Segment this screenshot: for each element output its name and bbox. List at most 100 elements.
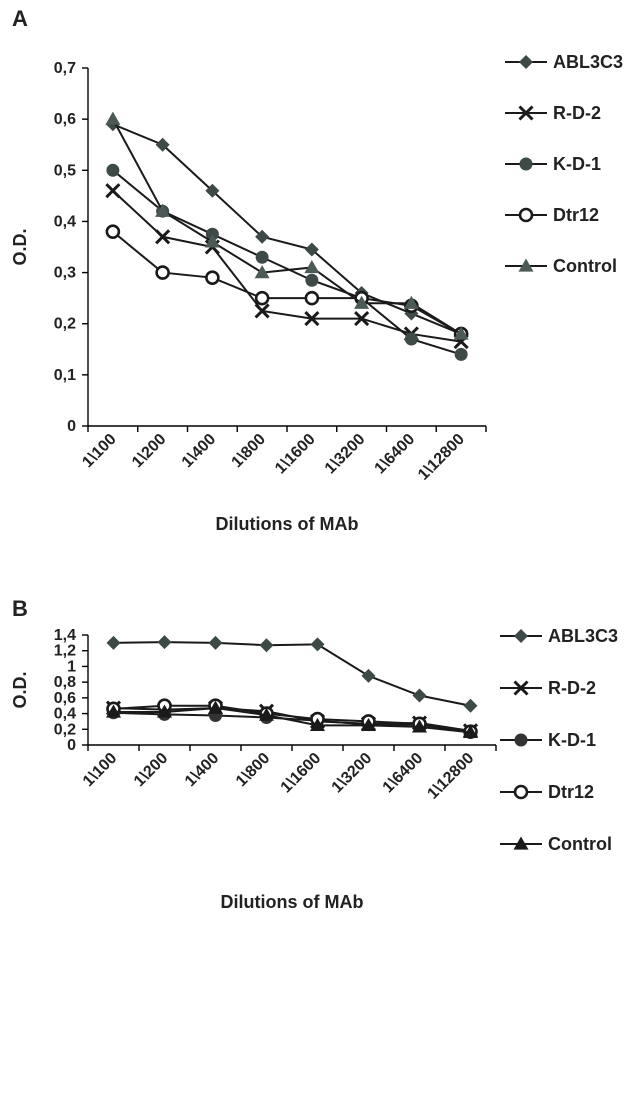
series-line <box>113 707 471 734</box>
y-tick-label: 0,2 <box>54 721 76 738</box>
data-point <box>204 234 220 248</box>
legend-item: Control <box>505 256 617 276</box>
y-tick-label: 0,3 <box>54 265 76 282</box>
data-point <box>361 717 376 731</box>
data-point <box>105 111 121 125</box>
data-point <box>254 290 270 306</box>
y-tick-label: 0,5 <box>54 162 76 179</box>
legend-item: ABL3C3 <box>505 52 623 72</box>
x-tick-label: 1\200 <box>129 431 169 471</box>
data-point <box>155 137 170 152</box>
y-tick-label: 0,7 <box>54 60 76 77</box>
data-point <box>463 698 478 713</box>
legend-marker <box>518 105 534 121</box>
y-tick-label: 0,4 <box>54 706 76 723</box>
x-tick-label: 1\3200 <box>322 431 369 478</box>
data-point <box>454 347 468 361</box>
data-point <box>155 229 171 245</box>
series-line <box>113 704 471 733</box>
data-point <box>304 242 319 257</box>
data-point <box>157 635 172 650</box>
series-line <box>113 641 471 707</box>
data-point <box>255 229 270 244</box>
data-point <box>304 259 320 274</box>
y-axis-title: O.D. <box>10 228 30 265</box>
x-tick-label: 1\100 <box>80 750 120 790</box>
x-tick-label: 1\400 <box>179 431 219 471</box>
data-point <box>105 183 121 199</box>
data-point <box>463 724 478 739</box>
x-tick-label: 1\3200 <box>329 750 376 797</box>
data-point <box>412 688 427 703</box>
data-point <box>304 311 320 327</box>
x-tick-label: 1\800 <box>233 750 273 790</box>
legend-marker <box>514 733 528 747</box>
legend: ABL3C3 R-D-2 K-D-1 Dtr12 Control <box>500 626 618 854</box>
legend-marker <box>519 157 533 171</box>
legend-item: K-D-1 <box>500 730 596 750</box>
y-tick-label: 0,2 <box>54 316 76 333</box>
series-abl3c3 <box>106 635 478 713</box>
data-point <box>106 163 120 177</box>
y-tick-label: 0,6 <box>54 111 76 128</box>
data-point <box>205 227 219 241</box>
data-point <box>254 265 270 279</box>
y-tick-label: 0,6 <box>54 690 76 707</box>
legend-label: K-D-1 <box>553 154 601 174</box>
legend-item: Control <box>500 834 612 854</box>
plot-area: 0 0,1 0,2 0,3 0,4 0,5 0,6 0,7 1\100 1\200 1\400 1\8… <box>10 60 487 534</box>
x-tick-label: 1\6400 <box>372 431 419 478</box>
data-point <box>310 717 325 731</box>
data-point <box>259 638 274 653</box>
chart-panel-a: A 00,10,20,30,40,50,60,71\100 1\200 1\400 1… <box>10 6 623 534</box>
y-tick-label: 1,4 <box>54 627 76 644</box>
legend-marker <box>519 55 533 69</box>
series-line <box>112 230 462 335</box>
legend: ABL3C3 R-D-2 K-D-1 Dtr12 Control <box>505 52 623 276</box>
data-point <box>304 290 320 306</box>
data-point <box>105 224 121 239</box>
legend-marker <box>513 784 529 800</box>
panel-label: B <box>12 596 28 621</box>
legend-label: R-D-2 <box>548 678 596 698</box>
data-point <box>259 707 274 721</box>
legend-label: R-D-2 <box>553 103 601 123</box>
data-point <box>354 295 370 309</box>
data-point <box>205 183 220 198</box>
data-point <box>208 700 223 714</box>
series-line <box>113 711 471 734</box>
legend-marker <box>518 207 534 223</box>
legend-marker <box>514 629 528 643</box>
legend-item: ABL3C3 <box>500 626 618 646</box>
data-point <box>354 311 370 327</box>
legend-marker <box>513 680 529 696</box>
data-point <box>361 668 376 683</box>
y-tick-label: 1,2 <box>54 643 76 660</box>
data-point <box>404 332 418 346</box>
series-control <box>105 111 469 340</box>
data-point <box>155 203 171 217</box>
x-tick-label: 1\12800 <box>424 750 477 803</box>
x-tick-label: 1\1600 <box>272 431 319 478</box>
legend-label: ABL3C3 <box>548 626 618 646</box>
series-control <box>106 700 478 739</box>
legend-label: Dtr12 <box>548 782 594 802</box>
y-tick-label: 0 <box>67 737 76 754</box>
x-tick-label: 1\400 <box>182 750 222 790</box>
x-tick-label: 1\200 <box>131 750 171 790</box>
panel-label: A <box>12 6 28 31</box>
x-tick-label: 1\800 <box>229 431 269 471</box>
y-axis-title: O.D. <box>10 671 30 708</box>
legend-item: R-D-2 <box>500 678 596 698</box>
plot-area: 00,20,40,60,811,21,4 1\100 1\200 1\400 1\800… <box>10 627 497 912</box>
data-point <box>412 719 427 733</box>
legend-label: Dtr12 <box>553 205 599 225</box>
data-point <box>106 704 121 718</box>
legend-label: ABL3C3 <box>553 52 623 72</box>
x-tick-label: 1\100 <box>79 431 119 471</box>
legend-label: Control <box>548 834 612 854</box>
y-tick-label: 1 <box>67 658 76 675</box>
data-point <box>155 265 170 280</box>
chart-panel-b: B 00,20,40,60,811,21,4 1\100 1\200 1\400 1\8… <box>10 596 618 912</box>
legend-item: K-D-1 <box>505 154 601 174</box>
